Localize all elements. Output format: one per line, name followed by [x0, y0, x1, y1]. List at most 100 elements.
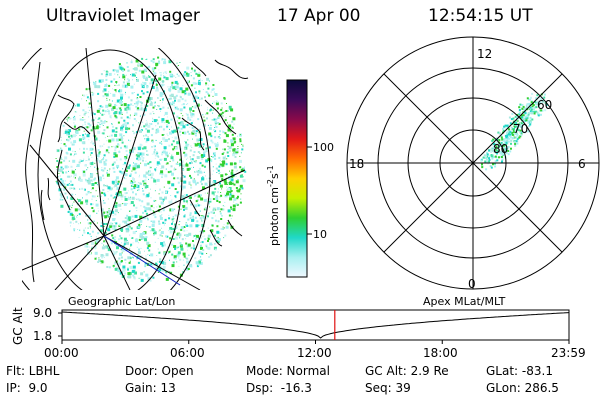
polar-emission-pixel: [482, 156, 485, 159]
emission-pixel: [135, 105, 138, 108]
emission-pixel: [173, 221, 174, 222]
emission-pixel: [145, 171, 149, 175]
emission-pixel: [214, 154, 216, 156]
emission-pixel: [124, 198, 128, 201]
emission-pixel: [134, 171, 137, 174]
emission-pixel: [117, 194, 120, 197]
emission-pixel: [182, 131, 184, 134]
emission-pixel: [174, 223, 177, 226]
emission-pixel: [134, 74, 136, 77]
emission-pixel: [115, 181, 118, 184]
emission-pixel: [90, 142, 92, 144]
emission-pixel: [178, 122, 181, 125]
emission-pixel: [218, 208, 220, 210]
polar-emission-pixel: [521, 122, 524, 125]
emission-pixel: [235, 171, 237, 173]
emission-pixel: [111, 234, 114, 237]
emission-pixel: [109, 115, 112, 118]
emission-pixel: [214, 243, 216, 245]
emission-pixel: [119, 158, 122, 161]
emission-pixel: [94, 177, 96, 180]
emission-pixel: [202, 249, 205, 252]
emission-pixel: [73, 173, 77, 177]
emission-pixel: [132, 147, 136, 151]
polar-emission-pixel: [495, 137, 498, 140]
emission-pixel: [130, 115, 131, 117]
emission-pixel: [137, 62, 141, 66]
polar-emission-pixel: [503, 125, 506, 128]
emission-pixel: [148, 249, 150, 250]
emission-pixel: [187, 116, 190, 119]
emission-pixel: [141, 57, 144, 60]
emission-pixel: [85, 87, 87, 89]
emission-pixel: [136, 246, 138, 248]
emission-pixel: [185, 200, 187, 202]
emission-pixel: [169, 152, 171, 154]
emission-pixel: [89, 225, 91, 227]
emission-pixel: [192, 77, 195, 80]
emission-pixel: [179, 158, 182, 161]
emission-pixel: [112, 197, 114, 199]
emission-pixel: [184, 90, 187, 92]
emission-pixel: [115, 243, 118, 246]
emission-pixel: [115, 81, 118, 83]
emission-pixel: [87, 191, 90, 194]
emission-pixel: [127, 197, 131, 201]
emission-pixel: [199, 180, 202, 183]
emission-pixel: [190, 115, 193, 118]
emission-pixel: [86, 96, 89, 99]
emission-pixel: [239, 140, 242, 143]
altitude-curve: [61, 311, 570, 339]
polar-emission-speckle: [480, 92, 549, 171]
time-tick-1800: 18:00: [423, 346, 458, 360]
emission-pixel: [103, 167, 106, 170]
emission-pixel: [214, 153, 216, 155]
emission-pixel: [103, 200, 105, 202]
emission-pixel: [71, 183, 74, 186]
emission-pixel: [95, 200, 97, 202]
emission-pixel: [193, 236, 194, 238]
polar-emission-pixel: [499, 152, 502, 155]
emission-pixel: [96, 109, 100, 113]
polar-emission-pixel: [486, 160, 489, 163]
emission-pixel: [130, 180, 133, 183]
emission-pixel: [194, 160, 197, 163]
emission-pixel: [207, 87, 210, 90]
emission-pixel: [90, 166, 92, 168]
emission-pixel: [172, 221, 174, 223]
emission-pixel: [235, 175, 237, 177]
emission-pixel: [165, 72, 167, 74]
emission-pixel: [84, 244, 88, 248]
emission-pixel: [117, 143, 120, 146]
emission-pixel: [165, 271, 168, 274]
emission-pixel: [229, 182, 232, 185]
emission-pixel: [239, 184, 243, 188]
emission-pixel: [130, 184, 133, 187]
emission-pixel: [100, 262, 102, 263]
emission-pixel: [101, 191, 104, 194]
emission-pixel: [97, 195, 99, 197]
polar-emission-pixel: [546, 103, 549, 106]
emission-pixel: [120, 112, 123, 115]
emission-pixel: [212, 112, 214, 114]
emission-pixel: [210, 139, 213, 142]
info-filter: Flt: LBHL: [6, 364, 60, 378]
polar-emission-pixel: [513, 123, 516, 126]
emission-pixel: [99, 160, 103, 164]
emission-pixel: [109, 225, 113, 228]
emission-pixel: [231, 190, 233, 192]
emission-pixel: [215, 197, 219, 201]
emission-pixel: [134, 271, 137, 275]
emission-pixel: [178, 191, 180, 193]
emission-pixel: [143, 113, 146, 116]
emission-pixel: [83, 158, 85, 160]
emission-pixel: [136, 77, 138, 78]
emission-pixel: [158, 60, 160, 63]
emission-pixel: [229, 162, 233, 166]
emission-pixel: [235, 187, 238, 189]
emission-pixel: [117, 269, 121, 273]
emission-pixel: [186, 158, 187, 160]
emission-pixel: [183, 229, 186, 232]
emission-pixel: [182, 169, 185, 171]
emission-pixel: [70, 197, 74, 200]
